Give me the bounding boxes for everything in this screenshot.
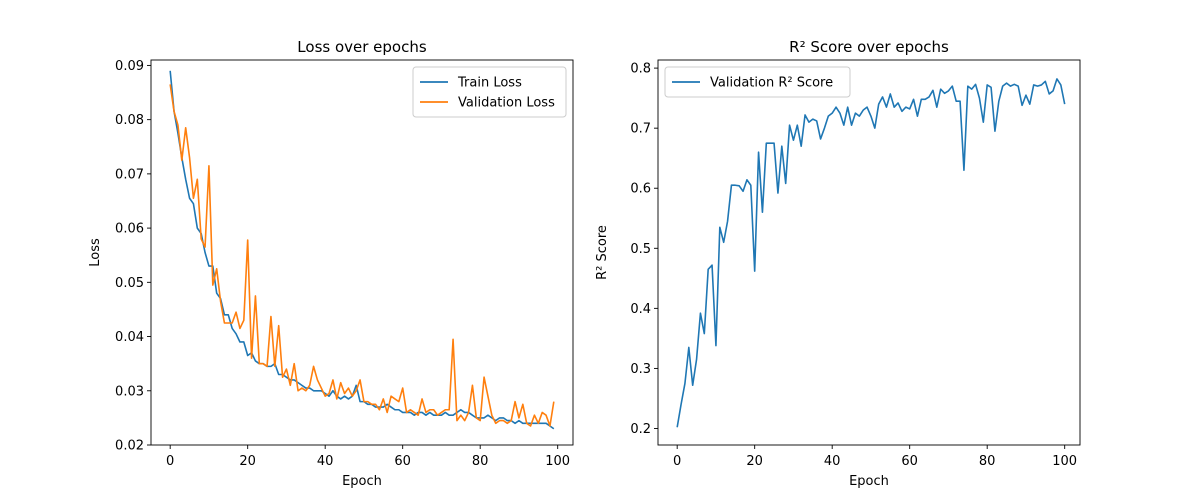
- x-axis-label: Epoch: [849, 474, 889, 489]
- y-tick-label: 0.5: [630, 242, 651, 257]
- legend: Validation R² Score: [664, 66, 851, 98]
- y-tick-label: 0.04: [115, 330, 144, 345]
- chart-title: R² Score over epochs: [789, 38, 949, 56]
- series-line-2: [169, 84, 555, 427]
- legend-label-1: Train Loss: [457, 76, 522, 91]
- x-tick-label: 60: [394, 454, 411, 469]
- y-axis-label: Loss: [88, 238, 103, 267]
- y-tick-label: 0.2: [630, 422, 651, 437]
- legend-label-2: Validation Loss: [458, 96, 555, 111]
- y-tick-label: 0.4: [630, 302, 651, 317]
- y-tick-label: 0.3: [630, 362, 651, 377]
- legend-box: [664, 66, 851, 98]
- legend: Train Loss Validation Loss: [412, 66, 567, 118]
- series-line-1: [676, 78, 1066, 428]
- y-axis-label: R² Score: [595, 225, 610, 280]
- x-tick-label: 20: [239, 454, 256, 469]
- legend-label-1: Validation R² Score: [710, 76, 833, 91]
- y-tick-label: 0.7: [630, 122, 651, 137]
- x-tick-label: 60: [901, 454, 918, 469]
- x-axis-label: Epoch: [342, 474, 382, 489]
- x-tick-label: 80: [979, 454, 996, 469]
- series-line-1: [169, 70, 555, 430]
- plot-frame: [150, 59, 574, 446]
- y-tick-label: 0.05: [115, 276, 144, 291]
- y-tick-label: 0.08: [115, 113, 144, 128]
- loss-chart: 0 20 40 60 80 100 0.02 0.03 0.04 0.05 0.06 0.07 0.08…: [88, 38, 574, 489]
- chart-title: Loss over epochs: [297, 38, 427, 56]
- x-tick-label: 0: [166, 454, 174, 469]
- legend-box: [412, 66, 567, 118]
- y-tick-label: 0.09: [115, 59, 144, 74]
- x-tick-label: 40: [317, 454, 334, 469]
- x-tick-label: 100: [545, 454, 570, 469]
- y-tick-label: 0.03: [115, 384, 144, 399]
- r2-chart: 0 20 40 60 80 100 0.2 0.3 0.4 0.5 0.6 0.7 0.8 R² Scor…: [595, 38, 1081, 489]
- x-tick-label: 100: [1052, 454, 1077, 469]
- x-tick-label: 40: [824, 454, 841, 469]
- x-tick-label: 80: [472, 454, 489, 469]
- y-tick-label: 0.02: [115, 439, 144, 454]
- x-tick-label: 0: [673, 454, 681, 469]
- y-tick-label: 0.07: [115, 167, 144, 182]
- y-tick-label: 0.6: [630, 182, 651, 197]
- y-tick-label: 0.06: [115, 222, 144, 237]
- y-tick-label: 0.8: [630, 62, 651, 77]
- x-tick-label: 20: [746, 454, 763, 469]
- plot-frame: [657, 59, 1081, 446]
